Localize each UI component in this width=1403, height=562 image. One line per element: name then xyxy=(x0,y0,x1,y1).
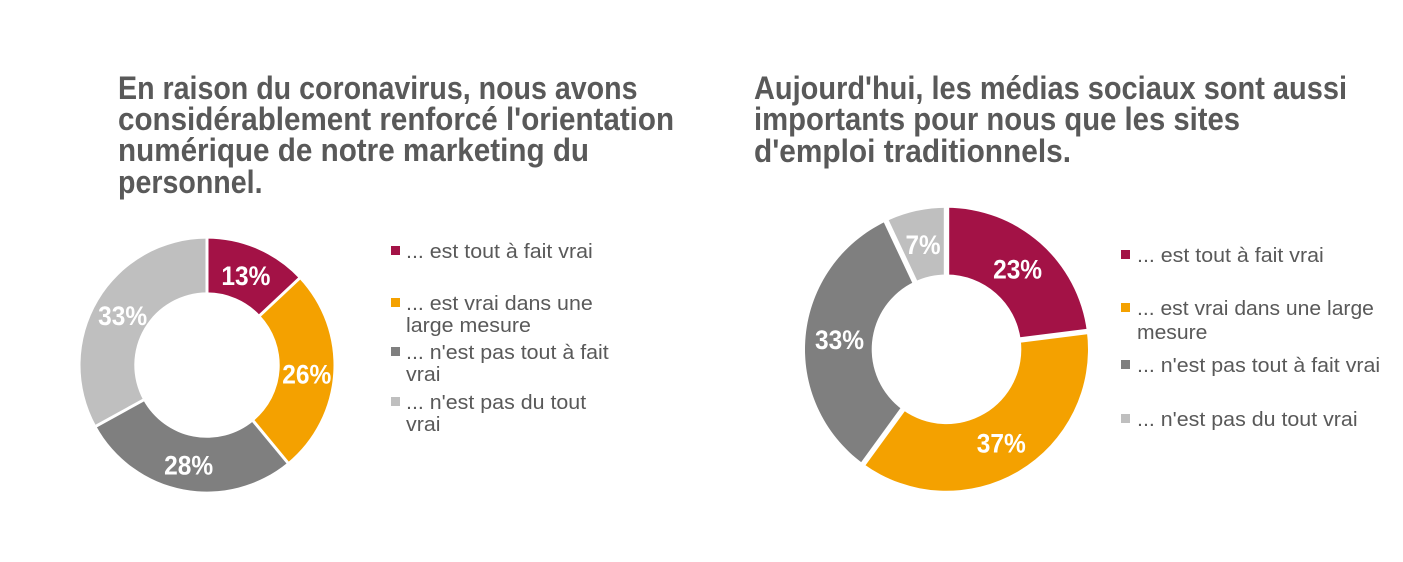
svg-text:7%: 7% xyxy=(906,230,941,260)
svg-text:23%: 23% xyxy=(993,254,1042,284)
svg-text:13%: 13% xyxy=(221,261,270,291)
svg-text:28%: 28% xyxy=(164,451,213,481)
svg-text:26%: 26% xyxy=(282,359,331,389)
svg-text:37%: 37% xyxy=(977,428,1026,458)
svg-text:33%: 33% xyxy=(98,301,147,331)
svg-text:33%: 33% xyxy=(815,325,864,355)
